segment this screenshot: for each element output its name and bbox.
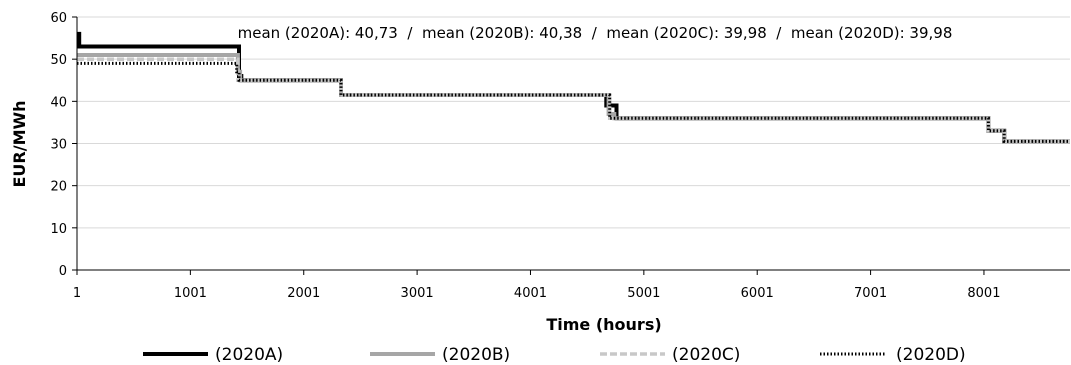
- legend-label-3: (2020C): [672, 345, 740, 365]
- x-tick-label-5: 5001: [627, 286, 660, 301]
- legend: (2020A) (2020B) (2020C) (2020D): [143, 345, 966, 365]
- mean-annotation: mean (2020A): 40,73 / mean (2020B): 40,3…: [238, 24, 953, 42]
- y-tick-label-0: 0: [59, 264, 67, 279]
- y-tick-label-1: 10: [50, 222, 67, 237]
- legend-label-4: (2020D): [896, 345, 966, 365]
- y-axis-ticks: 0 10 20 30 40 50 60: [50, 11, 77, 279]
- x-axis-ticks: 1 1001 2001 3001 4001 5001 6001 7001 8001: [73, 270, 1000, 301]
- legend-label-1: (2020A): [215, 345, 283, 365]
- series-line-1: [77, 31, 1070, 144]
- y-axis-title: EUR/MWh: [10, 100, 29, 187]
- x-tick-label-6: 6001: [741, 286, 774, 301]
- series-layer: [77, 31, 1070, 144]
- legend-label-2: (2020B): [442, 345, 510, 365]
- y-tick-label-2: 20: [50, 180, 67, 195]
- x-tick-label-1: 1001: [174, 286, 207, 301]
- series-line-4: [77, 61, 1070, 143]
- y-tick-label-4: 40: [50, 95, 67, 110]
- series-line-2: [77, 53, 1070, 144]
- series-line-3: [77, 57, 1070, 144]
- y-tick-label-3: 30: [50, 138, 67, 153]
- x-axis-title: Time (hours): [546, 315, 661, 334]
- x-tick-label-7: 7001: [854, 286, 887, 301]
- x-tick-label-4: 4001: [514, 286, 547, 301]
- gridlines: [77, 16, 1070, 229]
- x-tick-label-3: 3001: [401, 286, 434, 301]
- y-tick-label-5: 50: [50, 53, 67, 68]
- x-tick-label-8: 8001: [967, 286, 1000, 301]
- x-tick-label-0: 1: [73, 286, 81, 301]
- y-tick-label-6: 60: [50, 11, 67, 26]
- x-tick-label-2: 2001: [287, 286, 320, 301]
